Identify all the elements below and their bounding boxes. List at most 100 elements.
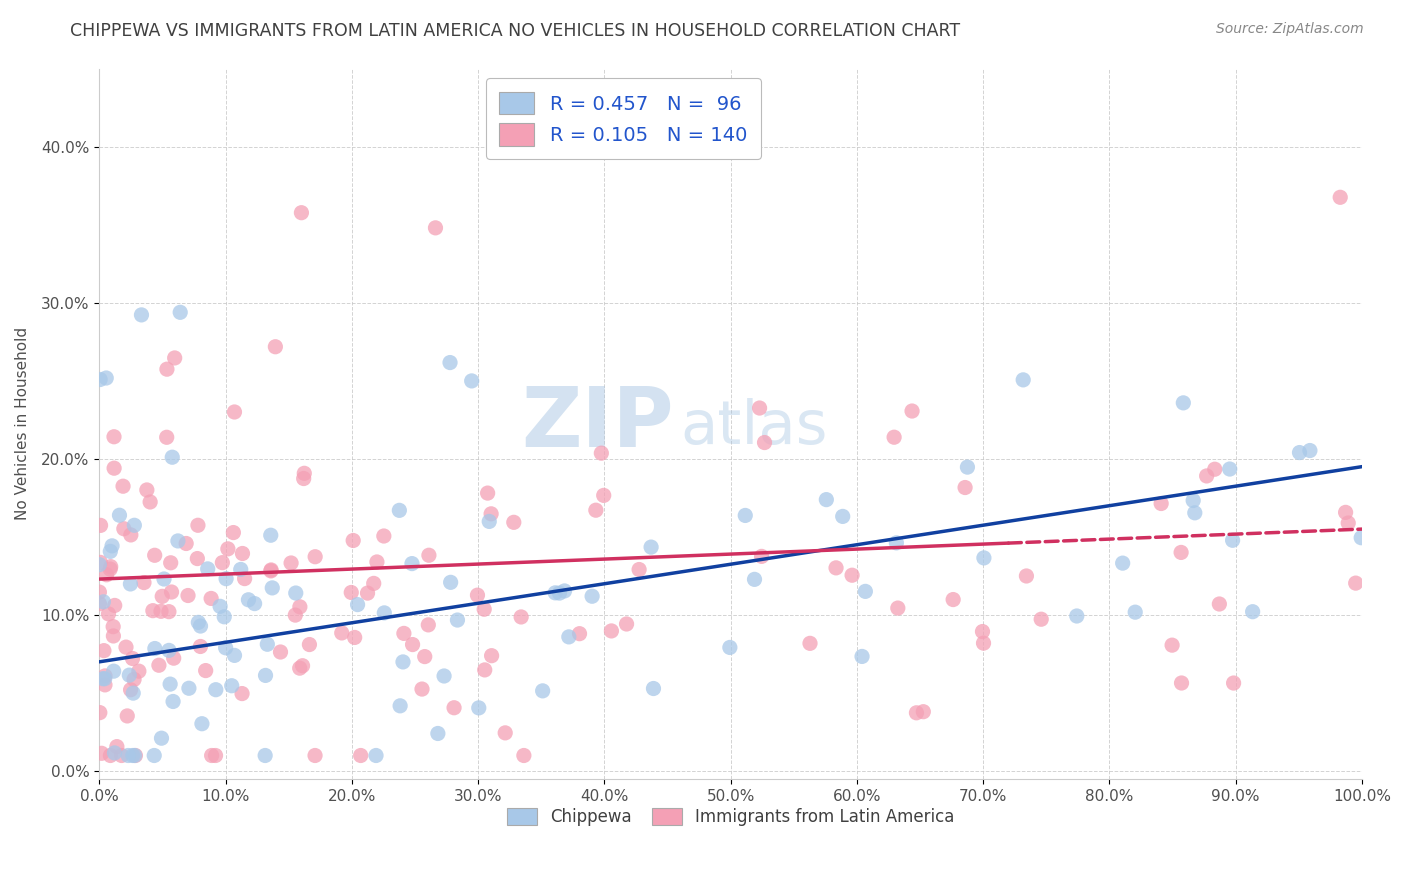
Point bbox=[460, 374, 482, 388]
Point bbox=[98, 544, 121, 558]
Point bbox=[139, 495, 162, 509]
Point bbox=[89, 556, 111, 570]
Point bbox=[233, 572, 256, 586]
Point bbox=[425, 220, 447, 235]
Point bbox=[1031, 612, 1053, 626]
Point bbox=[1161, 638, 1184, 652]
Point bbox=[187, 518, 209, 533]
Point bbox=[191, 716, 214, 731]
Point bbox=[446, 613, 468, 627]
Point bbox=[600, 624, 623, 638]
Point bbox=[905, 706, 928, 720]
Point bbox=[224, 648, 246, 663]
Point bbox=[554, 583, 576, 598]
Point bbox=[110, 748, 132, 763]
Point bbox=[343, 631, 366, 645]
Point bbox=[103, 746, 125, 760]
Point bbox=[128, 664, 150, 678]
Point bbox=[643, 681, 665, 696]
Point bbox=[162, 694, 184, 708]
Point bbox=[167, 533, 190, 548]
Point bbox=[288, 661, 311, 675]
Point bbox=[1241, 605, 1264, 619]
Point bbox=[197, 562, 219, 576]
Point bbox=[89, 558, 111, 572]
Point bbox=[200, 591, 222, 606]
Point bbox=[418, 548, 440, 562]
Point bbox=[264, 340, 287, 354]
Point bbox=[101, 539, 124, 553]
Point bbox=[468, 701, 491, 715]
Point bbox=[1123, 605, 1146, 619]
Y-axis label: No Vehicles in Household: No Vehicles in Household bbox=[15, 327, 30, 520]
Point bbox=[231, 546, 253, 560]
Point bbox=[93, 643, 115, 657]
Point bbox=[1222, 676, 1244, 690]
Point bbox=[953, 481, 976, 495]
Point bbox=[105, 739, 128, 754]
Point bbox=[1182, 493, 1205, 508]
Point bbox=[401, 557, 423, 571]
Point bbox=[150, 604, 173, 618]
Point bbox=[467, 588, 489, 602]
Point bbox=[270, 645, 292, 659]
Point bbox=[117, 748, 139, 763]
Point bbox=[1337, 516, 1360, 530]
Point bbox=[211, 556, 233, 570]
Point bbox=[754, 435, 776, 450]
Point bbox=[298, 638, 321, 652]
Point bbox=[1334, 505, 1357, 519]
Point bbox=[734, 508, 756, 523]
Point bbox=[96, 371, 118, 385]
Point bbox=[143, 549, 166, 563]
Point bbox=[120, 528, 142, 542]
Point bbox=[194, 664, 217, 678]
Point bbox=[169, 305, 191, 319]
Point bbox=[254, 748, 277, 763]
Point bbox=[1329, 190, 1351, 204]
Point bbox=[156, 430, 179, 444]
Point bbox=[214, 640, 236, 655]
Point bbox=[392, 655, 415, 669]
Point bbox=[94, 678, 117, 692]
Point bbox=[89, 597, 111, 611]
Text: CHIPPEWA VS IMMIGRANTS FROM LATIN AMERICA NO VEHICLES IN HOUSEHOLD CORRELATION C: CHIPPEWA VS IMMIGRANTS FROM LATIN AMERIC… bbox=[70, 22, 960, 40]
Point bbox=[124, 748, 146, 763]
Point bbox=[190, 640, 212, 654]
Point bbox=[388, 503, 411, 517]
Point bbox=[1204, 462, 1226, 476]
Point bbox=[229, 562, 252, 576]
Point bbox=[513, 748, 536, 763]
Point bbox=[222, 525, 245, 540]
Point bbox=[93, 672, 115, 686]
Point bbox=[887, 601, 910, 615]
Point bbox=[150, 731, 173, 746]
Point bbox=[108, 508, 131, 523]
Point bbox=[115, 640, 138, 654]
Point bbox=[204, 682, 226, 697]
Point bbox=[1350, 531, 1372, 545]
Point bbox=[901, 404, 924, 418]
Point bbox=[1012, 373, 1035, 387]
Point bbox=[112, 479, 135, 493]
Point bbox=[544, 586, 567, 600]
Point bbox=[120, 682, 142, 697]
Point bbox=[90, 518, 112, 533]
Point bbox=[217, 541, 239, 556]
Point bbox=[221, 679, 243, 693]
Point bbox=[163, 351, 186, 365]
Point bbox=[389, 698, 412, 713]
Point bbox=[260, 528, 283, 542]
Point bbox=[640, 540, 662, 554]
Point bbox=[364, 748, 387, 763]
Point bbox=[1195, 469, 1218, 483]
Point bbox=[160, 585, 183, 599]
Point bbox=[117, 709, 139, 723]
Point bbox=[153, 572, 176, 586]
Point bbox=[548, 586, 571, 600]
Point bbox=[132, 575, 155, 590]
Point bbox=[751, 549, 773, 564]
Point bbox=[558, 630, 581, 644]
Point bbox=[98, 562, 121, 576]
Point bbox=[186, 551, 208, 566]
